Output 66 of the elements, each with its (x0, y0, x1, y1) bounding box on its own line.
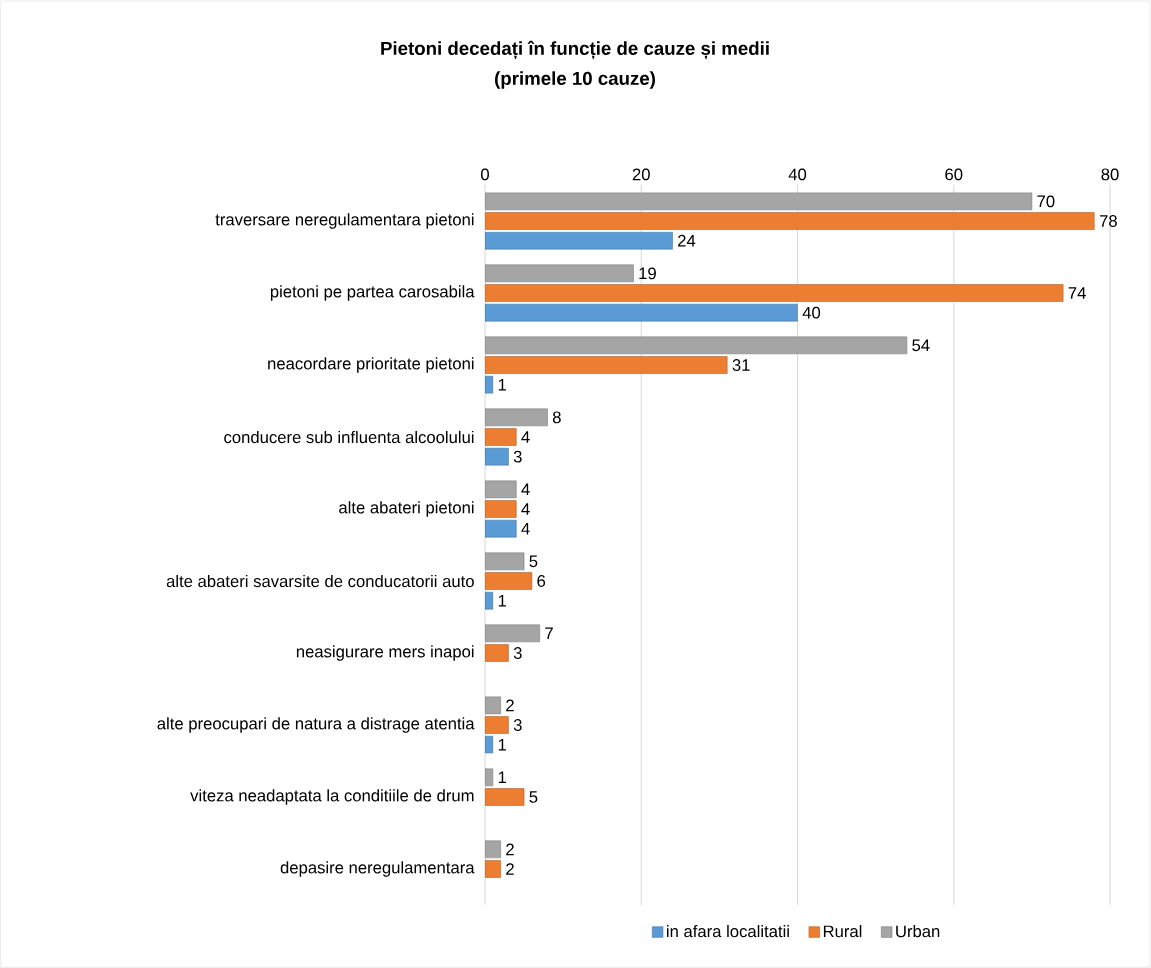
data-label: 1 (498, 378, 506, 391)
bar (485, 480, 517, 499)
x-tick-label: 0 (481, 168, 489, 181)
chart-title: Pietoni decedați în funcție de cauze și medii (381, 40, 769, 60)
y-tick-label: traversare neregulamentara pietoni (215, 213, 474, 229)
y-tick-label: conducere sub influenta alcoolului (224, 430, 474, 444)
data-label: 1 (498, 771, 506, 784)
data-label: 3 (513, 647, 522, 659)
data-label: 4 (521, 483, 530, 496)
bar (485, 356, 728, 374)
data-label: 2 (506, 863, 514, 875)
bar (485, 336, 908, 355)
bar (485, 519, 517, 538)
x-tick-label: 60 (945, 168, 963, 181)
bar (485, 500, 517, 518)
data-label: 1 (498, 738, 506, 751)
data-label: 3 (513, 450, 522, 463)
data-label: 4 (521, 522, 530, 535)
bar (485, 284, 1064, 302)
data-label: 2 (506, 843, 514, 856)
data-label: 8 (552, 411, 561, 424)
data-label: 40 (802, 306, 821, 319)
data-label: 4 (521, 431, 530, 443)
data-label: 4 (521, 503, 530, 515)
x-tick-label: 40 (788, 168, 807, 181)
bar (485, 624, 540, 643)
data-label: 24 (678, 234, 696, 247)
x-tick-label: 20 (632, 168, 650, 181)
data-label: 5 (529, 791, 538, 803)
data-label: 3 (513, 719, 522, 731)
data-label: 54 (912, 339, 930, 352)
data-label: 2 (506, 699, 514, 712)
y-tick-label: neasigurare mers inapoi (296, 645, 474, 661)
bar (485, 428, 517, 446)
data-label: 1 (498, 594, 506, 607)
legend-label: Urban (896, 925, 940, 938)
data-label: 7 (545, 627, 553, 640)
bar (485, 408, 548, 427)
bar (485, 264, 634, 283)
data-label: 6 (537, 575, 546, 587)
y-tick-label: alte abateri savarsite de conducatorii auto (166, 574, 474, 588)
data-label: 74 (1068, 287, 1086, 299)
y-tick-label: pietoni pe partea carosabila (270, 285, 475, 301)
bar (485, 788, 525, 806)
data-label: 19 (639, 267, 656, 280)
bar (485, 192, 1033, 211)
y-tick-label: alte abateri pietoni (339, 501, 474, 517)
data-label: 31 (732, 359, 750, 371)
x-tick-label: 80 (1101, 168, 1119, 181)
bar (485, 716, 509, 734)
y-tick-label: alte preocupari de natura a distrage atentia (157, 717, 475, 733)
bar (485, 644, 509, 662)
legend-label: in afara localitatii (667, 925, 789, 938)
data-label: 78 (1099, 215, 1117, 227)
bar (485, 212, 1095, 230)
y-tick-label: viteza neadaptata la conditiile de drum (190, 789, 474, 805)
legend-label: Rural (823, 925, 862, 938)
bar (485, 303, 798, 322)
chart-subtitle: (primele 10 cauze) (495, 71, 655, 89)
data-label: 70 (1037, 195, 1055, 208)
y-tick-label: neacordare prioritate pietoni (268, 357, 474, 373)
bar (485, 860, 501, 878)
bar (485, 231, 673, 250)
bar (485, 572, 533, 590)
data-label: 5 (529, 555, 538, 568)
y-tick-label: depasire neregulamentara (280, 861, 475, 877)
